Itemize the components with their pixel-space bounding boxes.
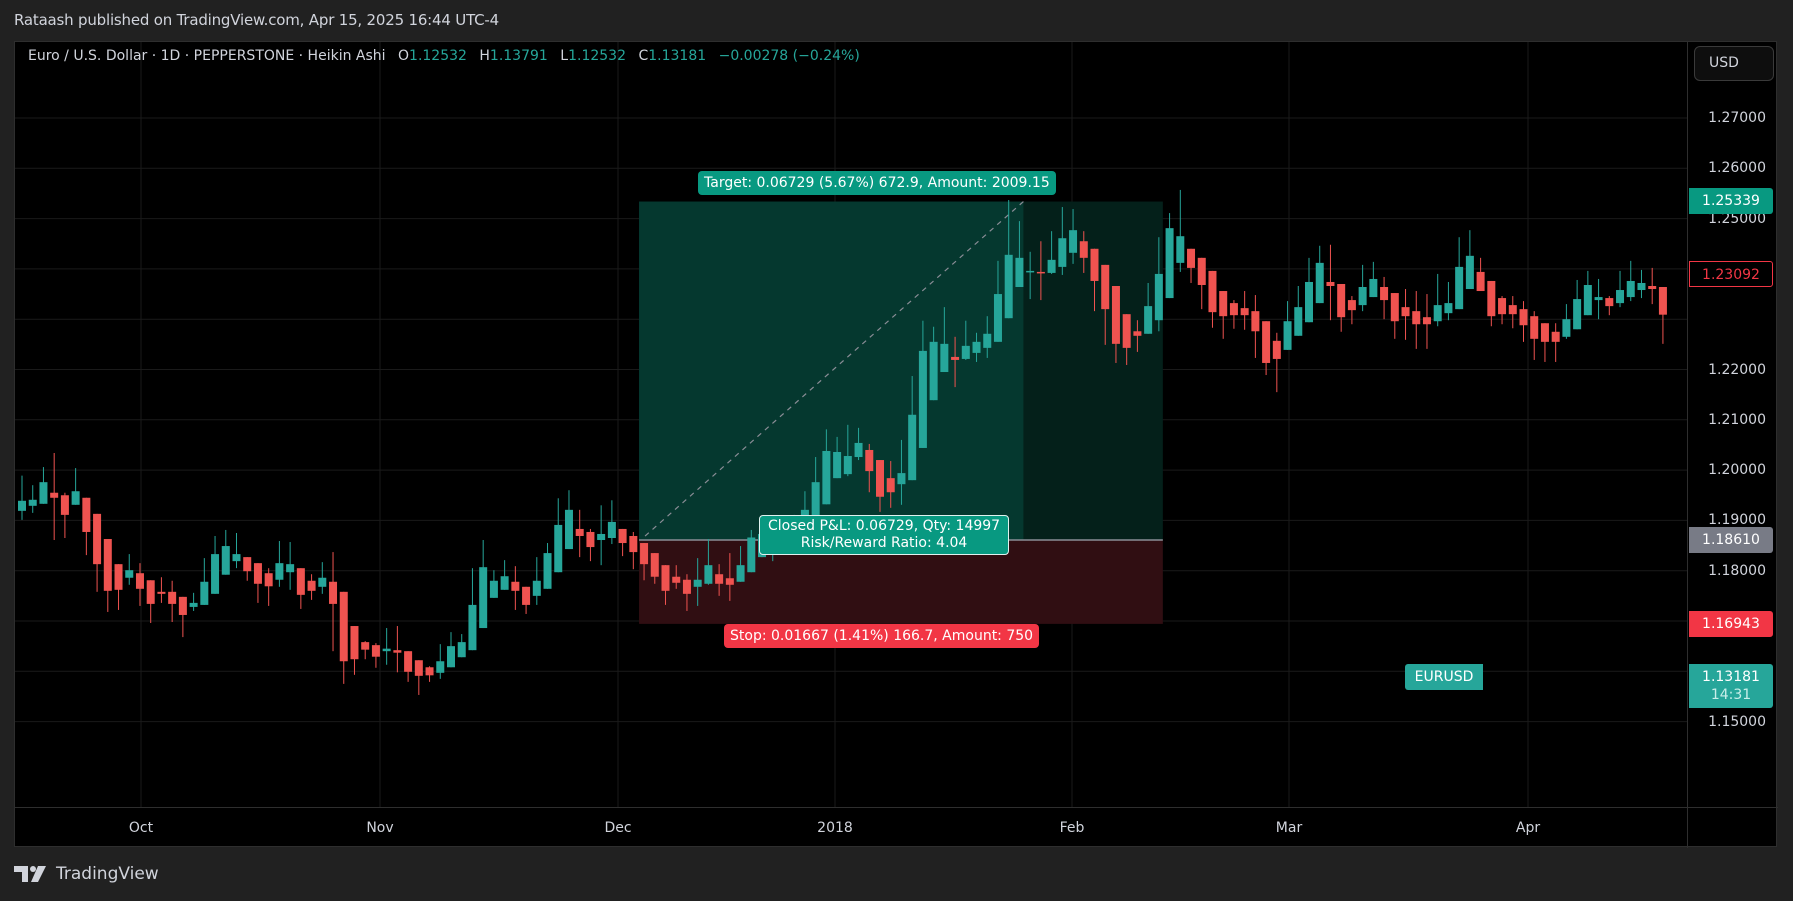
axis-corner — [1687, 807, 1778, 848]
chart-frame: Euro / U.S. Dollar · 1D · PEPPERSTONE · … — [14, 41, 1778, 848]
price-tick: 1.27000 — [1708, 110, 1766, 126]
time-tick: Oct — [128, 820, 154, 836]
price-tick: 1.22000 — [1708, 361, 1766, 378]
close-key: C — [638, 48, 649, 64]
target-price-label: 1.25339 — [1689, 188, 1773, 214]
symbol-tag: EURUSD — [1405, 664, 1483, 690]
price-tick: 1.21000 — [1708, 411, 1766, 428]
currency-button[interactable]: USD — [1694, 46, 1774, 81]
stop-price-label: 1.16943 — [1689, 611, 1773, 637]
price-tick: 1.26000 — [1708, 160, 1766, 177]
symbol-title: Euro / U.S. Dollar · 1D · PEPPERSTONE · … — [28, 48, 386, 64]
time-tick: Apr — [1515, 820, 1541, 836]
current-price: 1.13181 — [1702, 669, 1760, 685]
low-key: L — [560, 48, 569, 64]
logo-text: TradingView — [56, 864, 159, 884]
high-value: 1.13791 — [489, 48, 548, 64]
tradingview-logo-icon — [14, 866, 46, 882]
time-tick: Nov — [366, 820, 394, 836]
low-value: 1.12532 — [568, 48, 626, 64]
tradingview-logo[interactable]: TradingView — [14, 864, 159, 884]
entry-price-label: 1.18610 — [1689, 527, 1773, 553]
chart-legend: Euro / U.S. Dollar · 1D · PEPPERSTONE · … — [28, 48, 860, 64]
last-price-label: 1.23092 — [1689, 261, 1773, 287]
candlestick-chart[interactable] — [15, 42, 1687, 807]
risk-reward-text: Risk/Reward Ratio: 4.04 — [800, 535, 968, 551]
high-key: H — [479, 48, 490, 64]
countdown-time: 14:31 — [1710, 687, 1752, 703]
stop-label[interactable]: Stop: 0.01667 (1.41%) 166.7, Amount: 750 — [724, 624, 1040, 648]
target-label[interactable]: Target: 0.06729 (5.67%) 672.9, Amount: 2… — [698, 171, 1056, 195]
time-tick: Feb — [1059, 820, 1085, 836]
price-tick: 1.25000 — [1708, 210, 1766, 227]
pnl-label[interactable]: Closed P&L: 0.06729, Qty: 14997 Risk/Rew… — [759, 515, 1010, 555]
time-axis[interactable]: Oct Nov Dec 2018 Feb Mar Apr — [15, 807, 1687, 848]
open-value: 1.12532 — [409, 48, 467, 64]
price-tick: 1.15000 — [1708, 713, 1766, 730]
time-tick: 2018 — [817, 820, 853, 836]
price-axis[interactable]: USD 1.150001.160001.180001.190001.200001… — [1687, 42, 1778, 807]
current-price-label: 1.13181 14:31 — [1689, 664, 1773, 708]
close-value: 1.13181 — [648, 48, 707, 64]
price-tick: 1.20000 — [1708, 462, 1766, 479]
price-tick: 1.18000 — [1708, 562, 1766, 579]
change-value: −0.00278 (−0.24%) — [718, 48, 860, 64]
published-caption: Rataash published on TradingView.com, Ap… — [14, 11, 499, 29]
closed-pnl-text: Closed P&L: 0.06729, Qty: 14997 — [768, 518, 1001, 534]
chart-pane[interactable]: Euro / U.S. Dollar · 1D · PEPPERSTONE · … — [15, 42, 1687, 807]
price-tick: 1.19000 — [1708, 512, 1766, 529]
time-tick: Mar — [1275, 820, 1303, 836]
open-key: O — [398, 48, 410, 64]
time-tick: Dec — [604, 820, 632, 836]
